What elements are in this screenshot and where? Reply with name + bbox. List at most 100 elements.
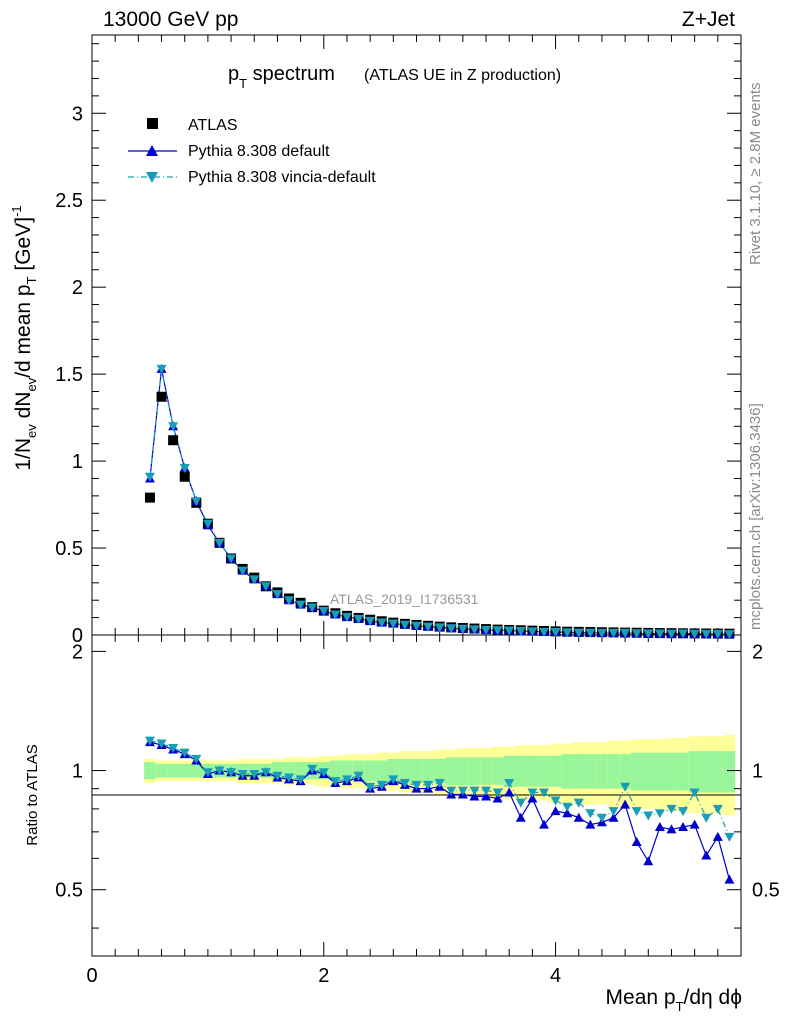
y-axis-label-main: 1/Nev dNev/d mean pT [GeV]-1 bbox=[9, 205, 39, 470]
ratio-vincia-point bbox=[226, 768, 237, 778]
legend: ATLAS Pythia 8.308 default Pythia 8.308 … bbox=[128, 117, 376, 186]
header-process: Z+Jet bbox=[682, 8, 735, 31]
y-axis-label-ratio: Ratio to ATLAS bbox=[24, 744, 41, 845]
ratio-vincia-point bbox=[376, 780, 387, 790]
vincia-point bbox=[214, 538, 225, 548]
vincia-point bbox=[666, 629, 677, 639]
ratio-vincia-point bbox=[156, 739, 167, 749]
vincia-point bbox=[179, 464, 190, 474]
ratio-vincia-point bbox=[330, 777, 341, 787]
atlas-point bbox=[144, 492, 155, 503]
ratio-default-point bbox=[550, 806, 561, 816]
ratio-vincia-point bbox=[515, 798, 526, 808]
legend-label-default: Pythia 8.308 default bbox=[188, 143, 330, 160]
y-tick-label-ratio-left: 1 bbox=[72, 761, 83, 783]
ratio-vincia-point bbox=[457, 786, 468, 796]
band-inner bbox=[677, 752, 689, 791]
vincia-point bbox=[272, 590, 283, 600]
vincia-point bbox=[295, 600, 306, 610]
ratio-vincia-point bbox=[365, 782, 376, 792]
vincia-point bbox=[260, 582, 271, 592]
ratio-vincia-point bbox=[643, 811, 654, 821]
ratio-vincia-point bbox=[237, 770, 248, 780]
vincia-point bbox=[156, 364, 167, 374]
vincia-point bbox=[654, 629, 665, 639]
vincia-point bbox=[411, 621, 422, 631]
ratio-vincia-point bbox=[504, 779, 515, 789]
band-inner bbox=[723, 751, 736, 793]
band-inner bbox=[364, 760, 376, 782]
vincia-point bbox=[481, 625, 492, 635]
band-inner bbox=[538, 755, 550, 787]
band-inner bbox=[515, 755, 527, 787]
band-inner bbox=[665, 752, 678, 791]
vincia-point bbox=[434, 623, 445, 633]
ratio-vincia-point bbox=[712, 804, 723, 814]
band-inner bbox=[329, 760, 342, 782]
ratio-default-point bbox=[620, 799, 631, 809]
plot-title-extra: (ATLAS UE in Z production) bbox=[364, 67, 561, 84]
vincia-point bbox=[608, 628, 619, 638]
x-tick-label: 4 bbox=[550, 965, 561, 987]
y-tick-label-ratio-left: 0.5 bbox=[55, 880, 83, 902]
legend-marker-default bbox=[146, 145, 158, 156]
ratio-default-point bbox=[666, 824, 677, 834]
ratio-default-point bbox=[724, 874, 735, 884]
y-tick-label-ratio-right: 2 bbox=[752, 641, 763, 663]
vincia-point bbox=[237, 566, 248, 576]
y-tick-label-main: 0 bbox=[72, 625, 83, 647]
vincia-point bbox=[191, 497, 202, 507]
tick-labels: 0 2 400.511.522.530.5 0.51 12 2 bbox=[55, 103, 780, 987]
band-inner bbox=[375, 760, 388, 782]
ratio-vincia-point bbox=[341, 775, 352, 785]
band-inner bbox=[642, 752, 655, 791]
ratio-vincia-point bbox=[411, 780, 422, 790]
vincia-point bbox=[365, 616, 376, 626]
vincia-point bbox=[538, 627, 549, 637]
vincia-point bbox=[388, 619, 399, 629]
y-tick-label-ratio-right: 0.5 bbox=[752, 880, 780, 902]
band-inner bbox=[167, 763, 179, 778]
ratio-vincia-point bbox=[724, 832, 735, 842]
vincia-point bbox=[678, 629, 689, 639]
vincia-point bbox=[573, 628, 584, 638]
ratio-vincia-point bbox=[388, 775, 399, 785]
ratio-vincia-point bbox=[446, 786, 457, 796]
ratio-default-point bbox=[585, 819, 596, 829]
vincia-point bbox=[353, 614, 364, 624]
band-inner bbox=[712, 751, 724, 793]
y-tick-label-main: 1 bbox=[72, 451, 83, 473]
x-axis-label: Mean pT/dη dϕ bbox=[606, 986, 742, 1014]
vincia-point bbox=[689, 629, 700, 639]
band-inner bbox=[352, 760, 365, 782]
band-inner bbox=[561, 754, 573, 789]
ratio-vincia-point bbox=[481, 786, 492, 796]
legend-label-atlas: ATLAS bbox=[188, 117, 238, 134]
vincia-point bbox=[712, 629, 723, 639]
main-series-group bbox=[144, 363, 735, 640]
vincia-point bbox=[701, 629, 712, 639]
band-inner bbox=[410, 758, 423, 784]
ratio-vincia-point bbox=[654, 809, 665, 819]
vincia-point bbox=[423, 622, 434, 632]
band-inner bbox=[178, 763, 191, 778]
ratio-vincia-point bbox=[399, 779, 410, 789]
vincia-point bbox=[585, 628, 596, 638]
vincia-point bbox=[399, 620, 410, 630]
ratio-default-point bbox=[654, 822, 665, 832]
ratio-vincia-point bbox=[573, 798, 584, 808]
ratio-default-point bbox=[492, 793, 503, 803]
vincia-point bbox=[457, 624, 468, 634]
legend-label-vincia: Pythia 8.308 vincia-default bbox=[188, 169, 376, 186]
y-tick-label-ratio-left: 2 bbox=[72, 641, 83, 663]
band-inner bbox=[271, 762, 284, 780]
vincia-point bbox=[504, 626, 515, 636]
ratio-vincia-point bbox=[608, 807, 619, 817]
ratio-default-point bbox=[481, 791, 492, 801]
ratio-vincia-point bbox=[249, 770, 260, 780]
ratio-vincia-point bbox=[689, 788, 700, 798]
band-inner bbox=[526, 755, 539, 787]
ratio-default-point bbox=[538, 819, 549, 829]
vincia-point bbox=[376, 618, 387, 628]
